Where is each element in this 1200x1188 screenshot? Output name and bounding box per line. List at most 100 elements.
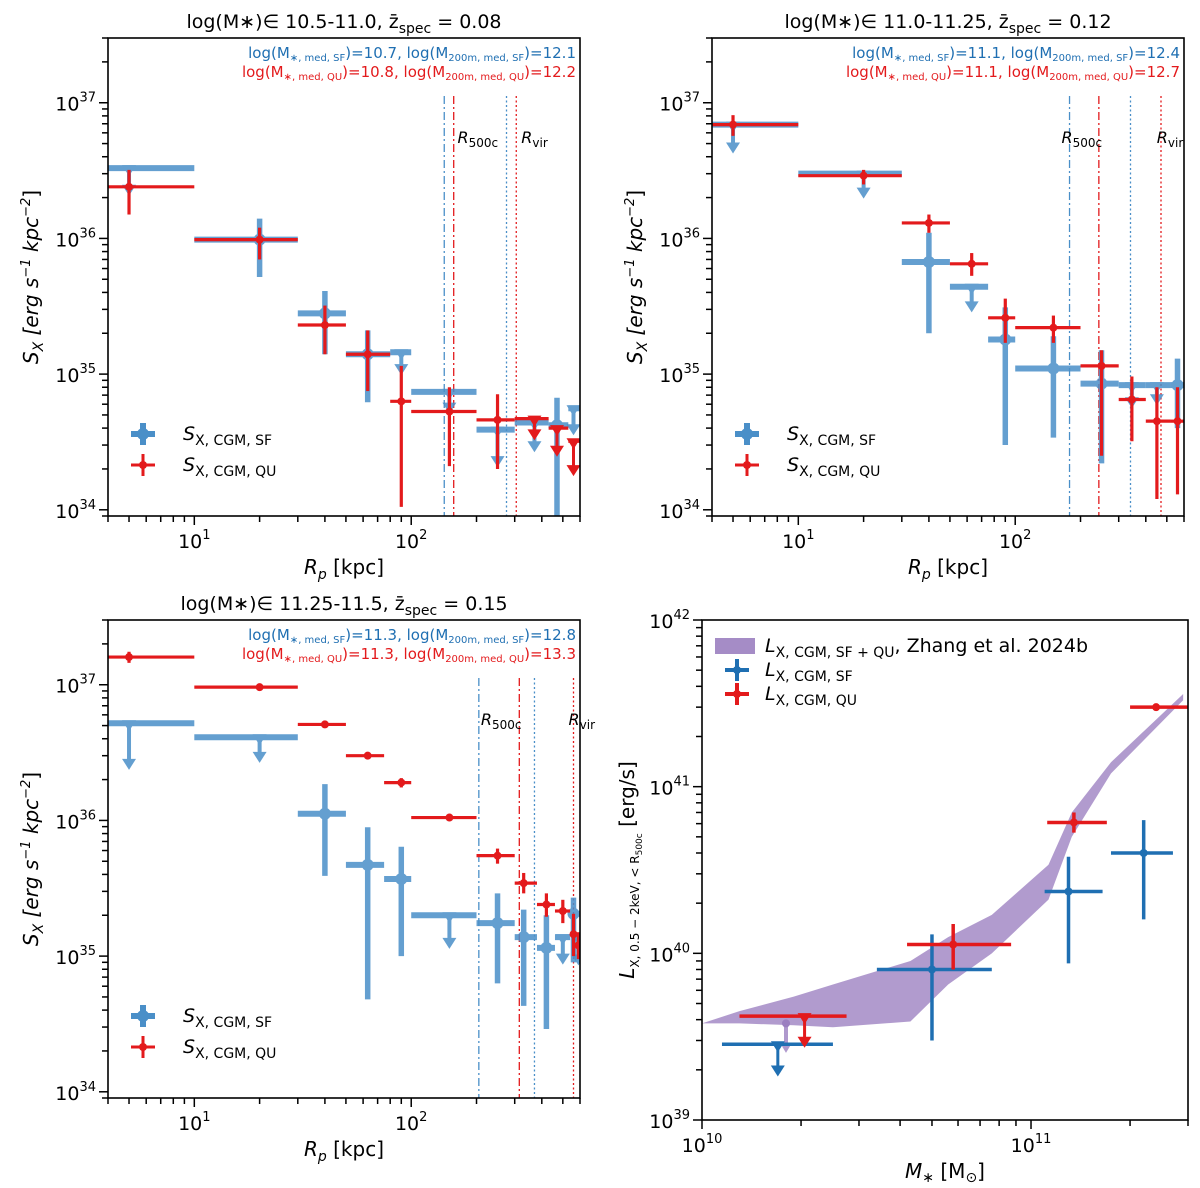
data-point-sf (712, 121, 799, 154)
legend-label-qu: LX, CGM, QU (765, 683, 857, 709)
data-point-qu (1170, 387, 1184, 495)
chart-title: log(M∗)∈ 11.0-11.25, z̄spec = 0.12 (784, 11, 1111, 37)
data-point-qu (297, 305, 346, 355)
y-tick-label: 1035 (659, 362, 700, 387)
upper-limit-arrow (726, 142, 741, 154)
y-tick-label: 1041 (649, 775, 690, 800)
x-tick-label: 102 (395, 1110, 427, 1135)
marker (1047, 362, 1060, 375)
upper-limit-arrow (770, 1065, 785, 1077)
data-point-sf (108, 720, 195, 770)
data-point-qu (554, 899, 571, 924)
data-point-qu (907, 923, 1012, 970)
marker (445, 407, 454, 416)
marker (1064, 887, 1073, 896)
upper-limit-marker (394, 349, 409, 361)
y-tick-label: 1036 (659, 226, 700, 251)
marker (569, 930, 578, 939)
data-point-qu (569, 913, 580, 957)
data-point-sf (1110, 820, 1173, 920)
data-point-qu (739, 1013, 847, 1048)
legend: SX, CGM, SF SX, CGM, QU (131, 423, 276, 480)
annotation-sf: log(M∗, med, SF)=10.7, log(M200m, med, S… (248, 44, 576, 64)
data-point-sf (876, 934, 992, 1041)
panel-top-right: log(M∗)∈ 11.0-11.25, z̄spec = 0.12 101 102… (623, 11, 1185, 583)
data-point-qu (798, 169, 902, 185)
legend-label-band: LX, CGM, SF + QU, Zhang et al. 2024b (765, 635, 1088, 661)
marker (1152, 703, 1161, 712)
data-point-qu (573, 932, 580, 960)
legend: SX, CGM, SF SX, CGM, QU (131, 1005, 276, 1062)
upper-limit-arrow (797, 1036, 812, 1048)
data-point-sf (949, 283, 989, 313)
data-point-qu (476, 848, 515, 864)
marker (445, 813, 454, 822)
data-point-qu (108, 651, 195, 663)
marker (255, 683, 264, 692)
annotation-qu: log(M∗, med, QU)=11.3, log(M200m, med, Q… (242, 645, 576, 665)
x-axis-label: Rp [kpc] (304, 1137, 384, 1165)
marker (967, 259, 976, 268)
data-point-qu (514, 872, 537, 894)
data-point-sf (566, 405, 580, 436)
legend-label-sf: SX, CGM, SF (183, 423, 272, 449)
y-tick-label: 1034 (659, 498, 700, 523)
marker (1127, 395, 1136, 404)
y-tick-label: 1037 (55, 91, 96, 116)
y-tick-label: 1035 (55, 944, 96, 969)
upper-limit-marker (549, 425, 564, 437)
data-point-qu (108, 169, 195, 215)
vline-label: R500c (481, 710, 522, 732)
y-axis-label: SX [erg s−1 kpc−2] (623, 190, 651, 364)
data-point-sf (297, 784, 346, 876)
data-point-sf (476, 426, 515, 468)
upper-limit-marker (442, 912, 457, 924)
data-point-qu (1118, 376, 1146, 442)
marker (1152, 417, 1161, 426)
legend-marker-qu (735, 454, 759, 476)
legend-marker-qu (725, 683, 749, 705)
marker (574, 941, 580, 950)
data-point-sf (554, 934, 571, 965)
marker (1139, 848, 1148, 857)
y-tick-label: 1036 (55, 226, 96, 251)
y-tick-label: 1035 (55, 362, 96, 387)
x-tick-label: 1010 (682, 1132, 723, 1157)
upper-limit-marker (527, 415, 542, 427)
data-point-qu (712, 115, 799, 136)
annotation-qu: log(M∗, med, QU)=10.8, log(M200m, med, Q… (242, 63, 576, 83)
annotation-sf: log(M∗, med, SF)=11.1, log(M200m, med, S… (852, 44, 1180, 64)
marker (395, 873, 408, 886)
data-point-sf (108, 165, 195, 196)
data-point-sf (988, 307, 1016, 446)
panel-bottom-left: log(M∗)∈ 11.25-11.5, z̄spec = 0.15 101 102… (19, 593, 595, 1165)
upper-limit-marker (964, 283, 979, 295)
marker (517, 931, 530, 944)
y-axis-label: LX, 0.5 − 2keV, < R500c [erg/s] (615, 761, 645, 979)
plot-area (702, 693, 1188, 1077)
data-point-sf (384, 846, 412, 957)
data-point-sf (411, 912, 477, 949)
data-point-qu (297, 720, 346, 729)
x-tick-label: 1011 (1011, 1132, 1052, 1157)
marker (320, 321, 329, 330)
y-axis-label: SX [erg s−1 kpc−2] (19, 190, 47, 364)
data-point-qu (194, 683, 298, 692)
marker (361, 858, 374, 871)
marker (949, 940, 958, 949)
marker (859, 171, 868, 180)
chart-title: log(M∗)∈ 11.25-11.5, z̄spec = 0.15 (180, 593, 507, 619)
data-point-qu (1080, 350, 1119, 456)
legend-marker-sf (131, 1005, 155, 1027)
legend: SX, CGM, SF SX, CGM, QU (735, 423, 880, 480)
plot-area (108, 96, 580, 516)
marker (397, 778, 406, 787)
marker (255, 235, 264, 244)
marker (927, 965, 936, 974)
band-zhang2024b (702, 693, 1184, 1028)
axes-frame (107, 619, 581, 1099)
data-point-sf (514, 909, 537, 1006)
upper-limit-marker (122, 720, 137, 732)
vline-label: Rvir (1157, 128, 1184, 150)
